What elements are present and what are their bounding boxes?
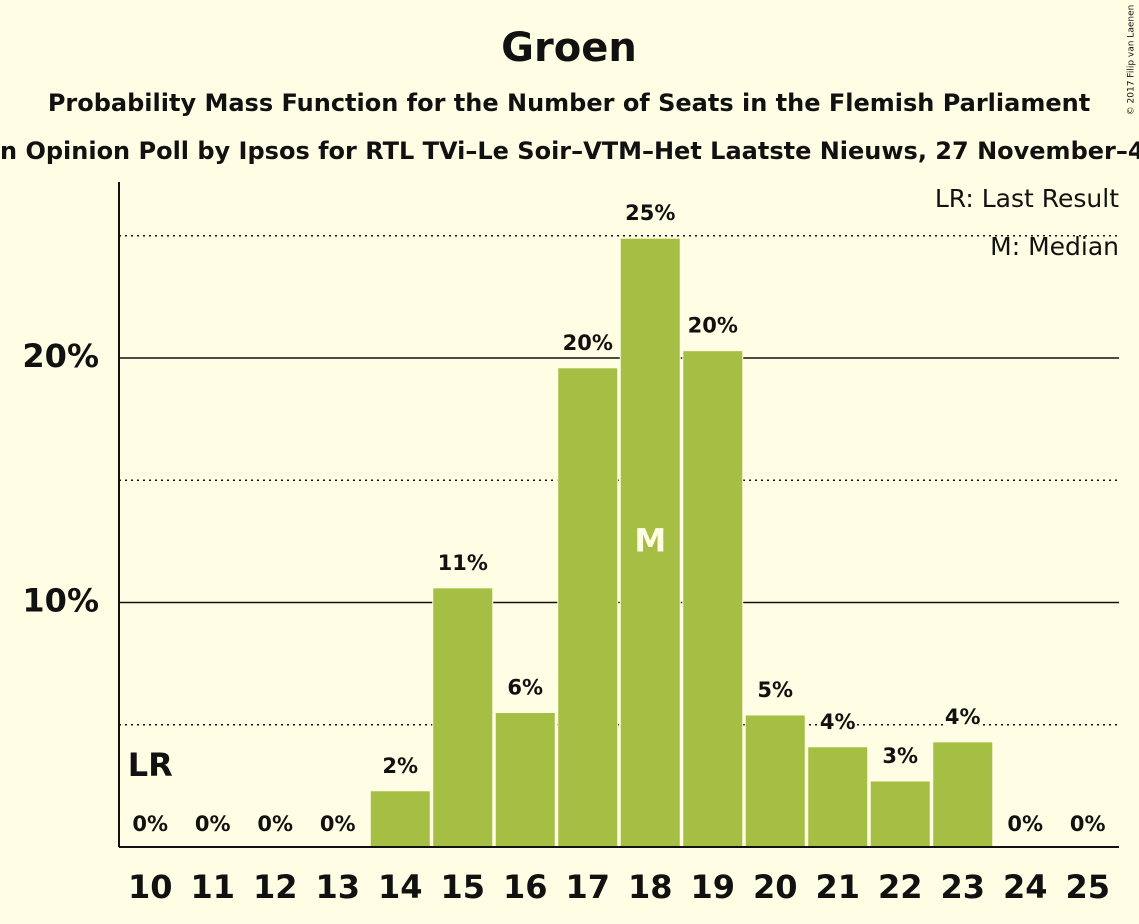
bar xyxy=(932,741,994,848)
chart-title: Groen xyxy=(501,25,637,71)
x-tick-label: 23 xyxy=(940,868,985,906)
bar xyxy=(682,350,744,848)
x-tick-label: 22 xyxy=(878,868,923,906)
value-label: 4% xyxy=(945,705,981,729)
value-label-background xyxy=(759,677,792,704)
value-label: 0% xyxy=(1007,812,1043,836)
annotation: M xyxy=(634,522,666,560)
x-tick-label: 11 xyxy=(190,868,235,906)
x-tick-label: 12 xyxy=(253,868,298,906)
value-label-background xyxy=(259,812,292,838)
bar xyxy=(807,746,869,848)
value-label: 11% xyxy=(438,551,488,575)
value-label-background xyxy=(946,704,979,731)
value-label-background xyxy=(196,812,229,838)
annotation: LR xyxy=(128,746,173,784)
x-tick-label: 21 xyxy=(815,868,860,906)
x-tick-label: 24 xyxy=(1003,868,1048,906)
value-label: 25% xyxy=(625,201,675,225)
x-tick-label: 18 xyxy=(628,868,673,906)
x-tick-label: 13 xyxy=(315,868,360,906)
value-label: 3% xyxy=(882,744,918,768)
value-label: 0% xyxy=(195,812,231,836)
x-tick-label: 16 xyxy=(503,868,548,906)
y-tick-label: 10% xyxy=(22,582,99,620)
copyright: © 2017 Filip van Laenen xyxy=(1127,5,1137,116)
x-tick-label: 25 xyxy=(1065,868,1110,906)
x-tick-label: 20 xyxy=(753,868,798,906)
x-tick-label: 10 xyxy=(128,868,173,906)
x-tick-label: 14 xyxy=(378,868,423,906)
value-label: 0% xyxy=(257,812,293,836)
value-label-background xyxy=(627,201,673,228)
value-label-background xyxy=(690,313,736,340)
y-tick-label: 20% xyxy=(22,337,99,375)
bar xyxy=(557,367,619,848)
chart-caption: n Opinion Poll by Ipsos for RTL TVi–Le S… xyxy=(0,137,1139,165)
bar xyxy=(619,237,681,848)
x-tick-label: 17 xyxy=(565,868,610,906)
value-label-background xyxy=(134,812,167,838)
value-label: 4% xyxy=(820,710,856,734)
bar xyxy=(494,712,556,848)
value-label: 2% xyxy=(382,754,418,778)
value-label-background xyxy=(321,812,354,838)
value-label-background xyxy=(1071,812,1104,838)
value-label: 0% xyxy=(320,812,356,836)
x-tick-label: 15 xyxy=(440,868,485,906)
value-label-background xyxy=(440,550,486,577)
x-tick-label: 19 xyxy=(690,868,735,906)
value-label: 0% xyxy=(1070,812,1106,836)
legend-entry: M: Median xyxy=(990,232,1119,261)
bar xyxy=(432,587,494,848)
legend-entry: LR: Last Result xyxy=(935,184,1119,213)
value-label: 0% xyxy=(132,812,168,836)
value-label-background xyxy=(1009,812,1042,838)
value-label: 5% xyxy=(757,678,793,702)
value-label: 6% xyxy=(507,676,543,700)
value-label-background xyxy=(821,709,854,736)
bar xyxy=(369,790,431,848)
value-label-background xyxy=(509,675,542,702)
chart-subtitle: Probability Mass Function for the Number… xyxy=(48,89,1090,117)
value-label-background xyxy=(884,743,917,770)
value-label-background xyxy=(384,753,417,780)
value-label: 20% xyxy=(688,314,738,338)
bar xyxy=(869,780,931,848)
value-label: 20% xyxy=(563,331,613,355)
bar xyxy=(744,714,806,848)
value-label-background xyxy=(565,330,611,357)
